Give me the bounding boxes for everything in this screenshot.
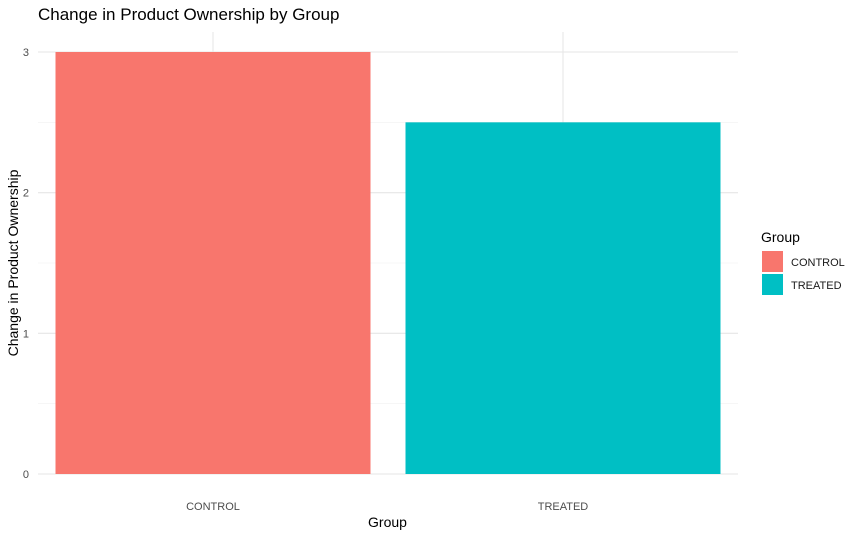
y-axis-title: Change in Product Ownership: [5, 169, 21, 356]
x-axis-title: Group: [368, 514, 407, 530]
y-tick-label: 2: [23, 188, 29, 200]
legend-title: Group: [761, 229, 800, 245]
y-axis-ticks: 0 1 2 3: [23, 47, 29, 481]
y-tick-label: 0: [23, 469, 29, 481]
bars: [55, 52, 721, 474]
chart-title: Change in Product Ownership by Group: [38, 5, 339, 24]
x-tick-label: TREATED: [538, 501, 589, 513]
legend-swatch-treated: [762, 274, 783, 295]
y-tick-label: 1: [23, 328, 29, 340]
legend-swatch-control: [762, 251, 783, 272]
x-tick-label: CONTROL: [186, 501, 240, 513]
legend-label-control: CONTROL: [791, 257, 845, 269]
x-axis-ticks: CONTROL TREATED: [186, 501, 588, 513]
y-tick-label: 3: [23, 47, 29, 59]
legend-label-treated: TREATED: [791, 280, 842, 292]
bar-treated: [405, 122, 721, 474]
bar-control: [55, 52, 371, 474]
legend: Group CONTROL TREATED: [761, 229, 845, 295]
